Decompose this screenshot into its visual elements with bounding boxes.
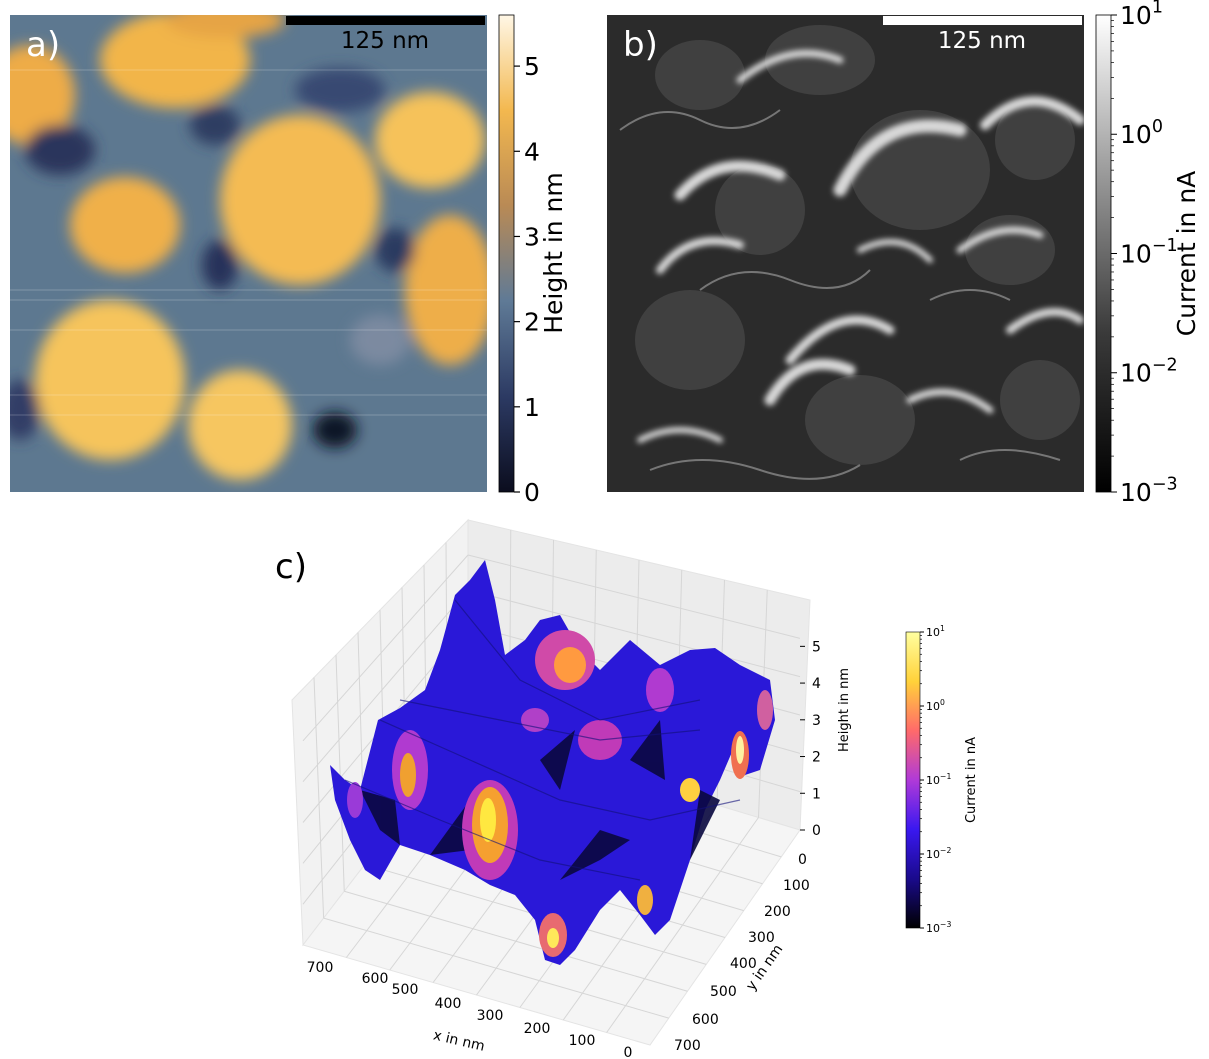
z-tick-label: 1	[812, 786, 821, 802]
colorbar-a: 0 1 2 3 4 5 Height in nm	[498, 14, 568, 507]
z-tick: 2	[800, 750, 821, 766]
colorbar-tick-label: 0	[524, 478, 540, 507]
colorbar-label-c: Current in nA	[964, 737, 979, 823]
colorbar-tick: 10−1	[1111, 236, 1178, 268]
panel-a: 125 nm a) 0 1 2 3 4 5 Height in nm	[10, 14, 568, 507]
x-tick-label: 700	[307, 960, 334, 976]
colorbar-tick: 4	[514, 137, 540, 166]
panel-label-a: a)	[26, 25, 60, 65]
panel-label-c: c)	[275, 547, 307, 587]
x-tick-label: 0	[624, 1045, 633, 1059]
z-axis-label: Height in nm	[837, 668, 852, 752]
scale-bar	[883, 16, 1082, 25]
scale-bar-label: 125 nm	[341, 28, 429, 54]
colorbar-tick-label: 3	[524, 222, 540, 251]
colorbar-tick: 3	[514, 222, 540, 251]
z-tick-label: 0	[812, 823, 821, 839]
z-tick-label: 4	[812, 676, 821, 692]
colorbar-tick: 10−2	[1111, 355, 1178, 388]
colorbar-tick-label: 10−3	[1120, 475, 1178, 507]
y-tick-label: 400	[730, 956, 757, 972]
colorbar-tick-label: 10−1	[1120, 236, 1178, 268]
panel-label-b: b)	[623, 25, 658, 65]
colorbar-label-a: Height in nm	[539, 172, 568, 334]
z-tick-label: 5	[812, 639, 821, 655]
height-map	[10, 15, 487, 492]
y-tick-label: 0	[798, 852, 807, 868]
x-axis-label: x in nm	[432, 1027, 487, 1054]
y-tick-label: 700	[674, 1038, 701, 1054]
colorbar-tick-label: 4	[524, 137, 540, 166]
colorbar-tick-label: 5	[524, 52, 540, 81]
colorbar-tick: 5	[514, 52, 540, 81]
x-tick-label: 400	[435, 996, 462, 1012]
colorbar-tick-label: 100	[926, 698, 945, 713]
z-axis: 0 1 2 3 4 5 Height in nm	[800, 639, 852, 839]
colorbar-b: 101 100 10−1 10−2 10−3 Current in nA	[1095, 0, 1201, 507]
colorbar-tick-label: 10−1	[926, 772, 951, 787]
colorbar-tick: 101	[920, 624, 945, 639]
z-tick-label: 2	[812, 750, 821, 766]
y-tick-label: 500	[710, 984, 737, 1000]
colorbar-tick: 100	[920, 698, 945, 713]
colorbar-tick-label: 101	[1120, 0, 1163, 30]
panel-c: c)	[275, 518, 979, 1059]
z-tick-label: 3	[812, 713, 821, 729]
colorbar-tick: 2	[514, 308, 540, 337]
x-tick-label: 600	[362, 971, 389, 987]
z-tick: 3	[800, 713, 821, 729]
y-tick-label: 200	[764, 904, 791, 920]
current-map	[607, 15, 1084, 492]
x-tick-label: 200	[524, 1021, 551, 1037]
colorbar-tick: 1	[514, 393, 540, 422]
colorbar-tick-label: 10−3	[926, 920, 951, 935]
surface-plot	[330, 560, 775, 965]
colorbar-tick-label: 2	[524, 308, 540, 337]
y-tick-label: 100	[783, 878, 810, 894]
panel-b: 125 nm b) 101 100 10−1 10−2 10−3 Current in …	[607, 0, 1201, 507]
x-tick-label: 300	[477, 1008, 504, 1024]
colorbar-tick: 0	[514, 478, 540, 507]
z-tick: 1	[800, 786, 821, 802]
colorbar-tick: 10−1	[920, 772, 951, 787]
colorbar-label-b: Current in nA	[1172, 171, 1201, 337]
z-tick: 0	[800, 823, 821, 839]
colorbar-tick: 10−2	[920, 846, 951, 861]
z-tick: 4	[800, 676, 821, 692]
y-tick-label: 600	[692, 1012, 719, 1028]
colorbar-tick: 100	[1111, 117, 1163, 149]
colorbar-tick-label: 101	[926, 624, 945, 639]
colorbar-tick: 101	[1111, 0, 1163, 30]
colorbar-tick: 10−3	[920, 920, 951, 935]
z-tick: 5	[800, 639, 821, 655]
y-tick-label: 300	[748, 930, 775, 946]
x-tick-label: 100	[569, 1033, 596, 1049]
colorbar-tick-label: 100	[1120, 117, 1163, 149]
colorbar-tick: 10−3	[1111, 475, 1178, 507]
colorbar-c: 101 100 10−1 10−2 10−3 Current in nA	[905, 624, 979, 935]
scale-bar	[286, 16, 485, 25]
colorbar-tick-label: 10−2	[926, 846, 951, 861]
colorbar-tick-label: 1	[524, 393, 540, 422]
x-tick-label: 500	[392, 982, 419, 998]
scale-bar-label: 125 nm	[938, 28, 1026, 54]
colorbar-tick-label: 10−2	[1120, 355, 1178, 387]
